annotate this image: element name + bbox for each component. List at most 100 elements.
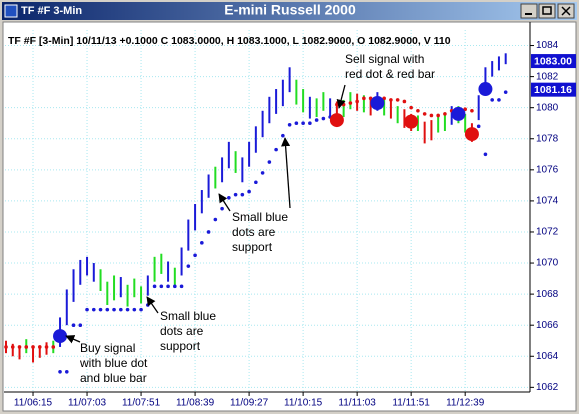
x-tick-label: 11/06:15: [14, 398, 53, 409]
support-dot: [409, 105, 413, 110]
support-dot: [301, 121, 305, 126]
signal-dot: [329, 113, 344, 128]
support-dot: [44, 345, 49, 349]
support-dot: [186, 264, 191, 268]
window-buttons: [520, 3, 575, 19]
support-dot: [64, 370, 69, 374]
support-dot: [341, 102, 346, 107]
y-tick-label: 1064: [536, 351, 559, 362]
support-dot: [416, 108, 420, 113]
support-dot: [51, 345, 56, 349]
signal-dot: [404, 114, 419, 129]
support-dot: [314, 118, 319, 122]
chart-header: TF #F [3-Min] 10/11/13 +0.1000 C 1083.00…: [8, 35, 451, 47]
support-dot: [335, 102, 339, 107]
support-dot: [112, 307, 116, 312]
support-dot: [483, 152, 488, 157]
annotation: red dot & red bar: [345, 67, 435, 81]
x-tick-label: 11/12:39: [446, 398, 485, 409]
signal-dot: [451, 106, 466, 121]
support-dot: [422, 112, 427, 116]
support-dot: [213, 217, 218, 222]
support-dot: [4, 345, 8, 349]
maximize-glyph: [542, 6, 552, 15]
annotation: dots are: [232, 225, 276, 239]
annotation: with blue dot: [79, 356, 148, 370]
annotation: support: [160, 339, 201, 353]
plot: [4, 30, 530, 392]
support-dot: [233, 192, 238, 197]
support-dot: [31, 345, 35, 349]
support-dot: [173, 284, 177, 289]
support-dot: [98, 307, 103, 312]
support-dot: [200, 241, 204, 245]
y-tick-label: 1072: [536, 227, 559, 238]
support-dot: [497, 98, 501, 102]
annotation-arrow: [146, 296, 159, 314]
support-dot: [152, 284, 157, 289]
annotation: support: [232, 240, 273, 254]
support-dot: [10, 345, 15, 349]
support-dot: [78, 323, 83, 327]
price-label-box: [531, 54, 576, 69]
support-dot: [58, 370, 62, 374]
support-dot: [125, 307, 130, 312]
annotation-arrow: [281, 137, 291, 209]
x-tick-label: 11/09:27: [230, 398, 269, 409]
support-dot: [355, 99, 359, 104]
support-dot: [389, 98, 393, 102]
support-dot: [429, 113, 434, 118]
annotation: Small blue: [232, 210, 288, 224]
window-icon: [4, 4, 18, 18]
signal-dot: [478, 82, 493, 97]
signal-dot: [370, 96, 385, 111]
close-glyph: [561, 6, 571, 16]
support-dot: [260, 171, 265, 175]
y-tick-label: 1066: [536, 320, 559, 331]
support-dot: [470, 108, 474, 113]
support-dot: [17, 345, 22, 349]
annotation-arrow: [218, 193, 231, 212]
support-dot: [132, 307, 137, 312]
support-dot: [402, 99, 407, 104]
y-tick-label: 1070: [536, 258, 559, 269]
x-tick-label: 11/10:15: [284, 398, 323, 409]
support-dot: [105, 307, 110, 312]
title-bar: [2, 2, 577, 20]
y-tick-label: 1068: [536, 289, 559, 300]
x-tick-label: 11/08:39: [176, 398, 215, 409]
support-dot: [287, 122, 292, 127]
support-dot: [503, 90, 508, 94]
price-label: 1083.00: [534, 55, 572, 67]
x-tick-label: 11/11:03: [338, 398, 376, 409]
y-tick-label: 1074: [536, 196, 559, 207]
support-dot: [139, 307, 143, 312]
price-label: 1081.16: [534, 84, 572, 96]
support-dot: [179, 284, 184, 289]
support-dot: [443, 112, 447, 116]
y-tick-label: 1084: [536, 40, 559, 51]
annotation-arrow: [65, 335, 81, 344]
support-dot: [267, 160, 272, 164]
maximize-button[interactable]: [538, 3, 556, 19]
support-dot: [321, 116, 326, 121]
support-dot: [119, 307, 123, 312]
support-dot: [220, 206, 224, 211]
support-dot: [308, 121, 312, 126]
y-tick-label: 1076: [536, 164, 559, 175]
support-dot: [476, 124, 481, 129]
support-dot: [274, 147, 278, 152]
support-dot: [71, 323, 76, 327]
x-tick-label: 11/11:51: [392, 398, 430, 409]
minimize-button[interactable]: [520, 3, 538, 19]
annotation: Buy signal: [80, 341, 135, 355]
chart-title: E-mini Russell 2000: [224, 2, 356, 18]
support-dot: [281, 133, 285, 138]
annotation: Sell signal with: [345, 52, 424, 66]
y-tick-label: 1080: [536, 102, 559, 113]
support-dot: [294, 121, 299, 126]
support-dot: [240, 192, 245, 197]
support-dot: [91, 307, 96, 312]
support-dot: [254, 180, 258, 185]
